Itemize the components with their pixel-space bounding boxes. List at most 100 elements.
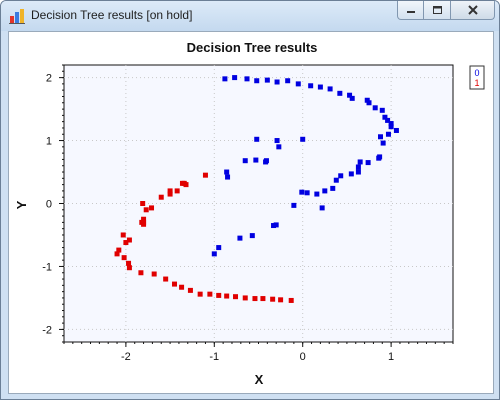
window-title: Decision Tree results [on hold] [31, 8, 193, 22]
close-button[interactable] [451, 1, 495, 20]
x-tick-label: 1 [388, 351, 394, 363]
x-tick-label: 0 [300, 351, 306, 363]
data-point-series-1 [121, 255, 127, 261]
maximize-button[interactable] [424, 1, 451, 20]
data-point-series-0 [337, 90, 343, 96]
data-point-series-0 [382, 114, 388, 120]
data-point-series-0 [254, 78, 260, 84]
data-point-series-0 [276, 144, 282, 150]
plot-area [63, 64, 454, 343]
data-point-series-1 [138, 270, 144, 276]
data-point-series-0 [317, 84, 323, 90]
data-point-series-0 [393, 127, 399, 133]
chart-panel: Decision Tree results -2 -1 0 1 -2 -1 0 1 2 X Y … [8, 31, 494, 394]
y-tick-label: 2 [46, 73, 52, 85]
data-point-series-0 [244, 76, 250, 82]
data-point-series-1 [202, 172, 208, 178]
axis-ticks: -2 -1 0 1 -2 -1 0 1 2 [42, 64, 454, 363]
data-point-series-0 [322, 188, 328, 194]
data-point-series-0 [224, 169, 230, 175]
close-icon [467, 5, 478, 15]
minimize-icon [406, 11, 415, 13]
y-tick-label: -2 [42, 324, 52, 336]
data-point-series-0 [232, 75, 238, 81]
chart-app-icon [9, 9, 25, 24]
data-point-series-0 [304, 190, 310, 196]
data-point-series-1 [172, 281, 178, 287]
data-point-series-0 [385, 131, 391, 137]
data-point-series-0 [380, 140, 386, 146]
data-point-series-1 [187, 287, 193, 293]
data-point-series-0 [211, 251, 217, 257]
data-point-series-1 [242, 295, 248, 301]
data-point-series-0 [291, 202, 297, 208]
data-point-series-0 [271, 223, 277, 229]
data-point-series-1 [123, 240, 129, 246]
data-point-series-1 [167, 191, 173, 197]
data-point-series-0 [388, 121, 394, 127]
data-point-series-0 [285, 78, 291, 84]
data-point-series-0 [264, 77, 270, 83]
data-point-series-0 [253, 157, 259, 163]
data-point-series-0 [364, 97, 370, 103]
data-point-series-1 [149, 205, 155, 211]
data-point-series-0 [365, 160, 371, 166]
data-point-series-0 [330, 185, 336, 191]
chart-title: Decision Tree results [187, 40, 318, 55]
data-point-series-0 [333, 177, 339, 183]
data-point-series-0 [347, 92, 353, 98]
data-point-series-0 [379, 107, 385, 113]
data-point-series-0 [237, 235, 243, 241]
data-point-series-0 [388, 124, 394, 130]
data-point-series-0 [249, 233, 255, 239]
data-point-series-0 [300, 136, 306, 142]
data-point-series-1 [143, 207, 149, 213]
data-points [114, 75, 399, 303]
data-point-series-1 [207, 291, 213, 297]
legend-entry-0: 0 [474, 68, 479, 78]
data-point-series-1 [126, 237, 132, 243]
data-point-series-0 [299, 189, 305, 195]
minimize-button[interactable] [397, 1, 424, 20]
y-tick-label: 1 [46, 136, 52, 148]
data-point-series-0 [376, 155, 382, 161]
legend: 0 1 [469, 65, 485, 90]
data-point-series-0 [366, 100, 372, 106]
data-point-series-1 [116, 247, 122, 253]
data-point-series-1 [151, 271, 157, 277]
data-point-series-0 [274, 138, 280, 144]
y-tick-label: 0 [46, 199, 52, 211]
maximize-icon [432, 6, 442, 14]
data-point-series-1 [233, 294, 239, 300]
data-point-series-1 [126, 260, 132, 266]
data-point-series-0 [216, 245, 222, 251]
data-point-series-1 [158, 194, 164, 200]
legend-box [469, 65, 485, 90]
data-point-series-0 [319, 205, 325, 211]
data-point-series-1 [252, 296, 258, 302]
data-point-series-0 [274, 79, 280, 85]
data-point-series-0 [308, 83, 314, 89]
data-point-series-1 [174, 188, 180, 194]
title-bar[interactable]: Decision Tree results [on hold] [1, 1, 499, 31]
data-point-series-0 [355, 164, 361, 170]
data-point-series-1 [260, 296, 266, 302]
data-point-series-1 [224, 293, 230, 299]
data-point-series-1 [288, 297, 294, 303]
data-point-series-1 [141, 221, 147, 227]
data-point-series-1 [216, 292, 222, 298]
data-point-series-1 [141, 216, 147, 222]
legend-entry-1: 1 [474, 78, 479, 88]
y-axis-label: Y [14, 200, 29, 209]
x-axis-label: X [255, 372, 264, 387]
data-point-series-1 [126, 265, 132, 271]
data-point-series-0 [295, 81, 301, 87]
data-point-series-0 [355, 169, 361, 175]
data-point-series-1 [167, 188, 173, 194]
data-point-series-0 [254, 136, 260, 142]
data-point-series-0 [222, 76, 228, 82]
y-tick-label: -1 [42, 261, 52, 273]
data-point-series-0 [273, 222, 279, 228]
